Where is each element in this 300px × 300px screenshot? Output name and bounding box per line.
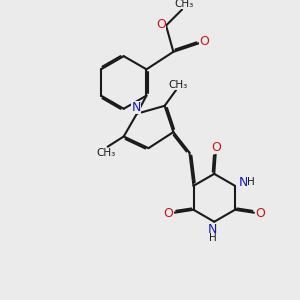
Text: CH₃: CH₃ [174, 0, 193, 9]
Text: O: O [255, 207, 265, 220]
Text: O: O [199, 35, 209, 48]
Text: O: O [211, 141, 221, 154]
Text: CH₃: CH₃ [168, 80, 188, 89]
Text: N: N [238, 176, 248, 189]
Text: H: H [247, 177, 255, 187]
Text: N: N [131, 101, 141, 114]
Text: O: O [156, 18, 166, 32]
Text: H: H [209, 233, 217, 243]
Text: N: N [208, 224, 218, 236]
Text: CH₃: CH₃ [97, 148, 116, 158]
Text: O: O [164, 207, 174, 220]
